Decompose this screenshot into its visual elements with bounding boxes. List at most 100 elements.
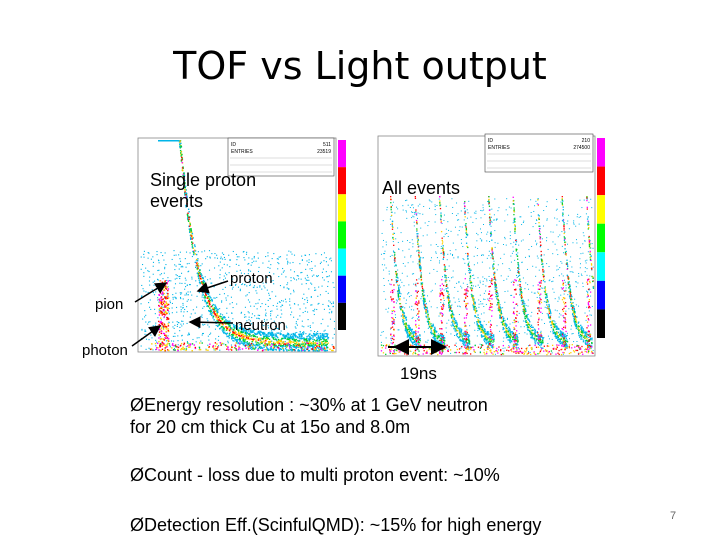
scatter-point <box>251 341 253 343</box>
scatter-point <box>195 341 197 343</box>
scatter-point <box>230 296 232 298</box>
right-plot-stats-key: ID <box>488 138 493 144</box>
scatter-point <box>251 317 253 319</box>
scatter-point <box>214 313 216 315</box>
scatter-point <box>464 338 467 341</box>
scatter-point <box>390 202 392 204</box>
scatter-point <box>315 333 317 335</box>
scatter-point <box>238 256 240 258</box>
scatter-point <box>416 235 418 237</box>
scatter-point <box>395 276 397 278</box>
scatter-point <box>304 343 306 346</box>
scatter-point <box>267 255 269 257</box>
scatter-point <box>417 249 420 251</box>
scatter-point <box>489 306 491 309</box>
scatter-point <box>249 331 252 333</box>
scatter-point <box>316 275 318 278</box>
scatter-point <box>245 330 247 333</box>
scatter-point <box>295 342 298 344</box>
scatter-point <box>517 263 519 266</box>
scatter-point <box>236 259 238 261</box>
scatter-point <box>268 343 270 345</box>
scatter-point <box>291 348 293 350</box>
scatter-point <box>191 238 193 240</box>
scatter-point <box>491 249 493 251</box>
scatter-point <box>195 260 197 262</box>
scatter-point <box>318 350 320 352</box>
scatter-point <box>246 342 249 345</box>
scatter-point <box>526 314 528 316</box>
scatter-point <box>512 284 515 286</box>
scatter-point <box>467 342 470 345</box>
scatter-point <box>165 306 168 308</box>
scatter-point <box>287 338 290 341</box>
scatter-point <box>259 331 261 334</box>
scatter-point <box>309 339 311 341</box>
scatter-point <box>459 338 461 341</box>
scatter-point <box>184 294 186 296</box>
scatter-point <box>502 323 505 325</box>
scatter-point <box>477 324 479 326</box>
scatter-point <box>260 306 262 308</box>
scatter-point <box>522 300 525 302</box>
scatter-point <box>243 335 245 337</box>
scatter-point <box>538 281 541 284</box>
scatter-point <box>172 296 174 298</box>
scatter-point <box>270 310 272 312</box>
scatter-point <box>267 325 269 327</box>
scatter-point <box>191 294 193 296</box>
scatter-point <box>419 334 421 336</box>
scatter-point <box>235 349 238 351</box>
scatter-point <box>322 334 325 336</box>
scatter-point <box>220 316 222 318</box>
scatter-point <box>296 336 299 338</box>
scatter-point <box>182 320 184 322</box>
scatter-point <box>538 317 540 319</box>
scatter-point <box>524 310 526 312</box>
right-plot-frame <box>377 135 596 357</box>
scatter-point <box>201 314 203 316</box>
scatter-point <box>531 326 533 328</box>
scatter-point <box>498 302 500 304</box>
scatter-point <box>224 326 226 329</box>
scatter-point <box>182 315 184 317</box>
scatter-point <box>179 263 181 266</box>
scatter-point <box>259 347 262 350</box>
scatter-point <box>332 337 334 339</box>
scatter-point <box>423 289 425 292</box>
scatter-point <box>202 292 204 294</box>
scatter-point <box>495 294 498 296</box>
scatter-point <box>306 311 309 313</box>
scatter-point <box>265 336 268 339</box>
scatter-point <box>415 219 418 222</box>
scatter-point <box>509 340 511 342</box>
scatter-point <box>288 250 290 252</box>
scatter-point <box>295 279 298 281</box>
scatter-point <box>405 324 408 327</box>
scatter-point <box>164 266 166 268</box>
scatter-point <box>249 335 251 338</box>
scatter-point <box>419 340 421 342</box>
scatter-point <box>295 335 297 337</box>
scatter-point <box>222 316 225 318</box>
scatter-point <box>306 347 308 350</box>
scatter-point <box>226 307 228 309</box>
scatter-point <box>234 334 236 336</box>
scatter-point <box>512 312 515 314</box>
scatter-point <box>415 326 418 328</box>
scatter-point <box>236 340 238 342</box>
scatter-point <box>390 207 392 209</box>
scatter-point <box>280 340 283 343</box>
scatter-point <box>441 292 444 294</box>
scatter-point <box>226 320 228 322</box>
scatter-point <box>509 341 511 343</box>
scatter-point <box>544 289 547 292</box>
scatter-point <box>269 344 271 346</box>
scatter-point <box>246 294 248 296</box>
scatter-point <box>223 275 225 277</box>
scatter-point <box>181 265 183 267</box>
scatter-point <box>433 329 435 331</box>
scatter-point <box>415 301 417 303</box>
scatter-point <box>543 278 545 280</box>
scatter-point <box>234 347 236 349</box>
